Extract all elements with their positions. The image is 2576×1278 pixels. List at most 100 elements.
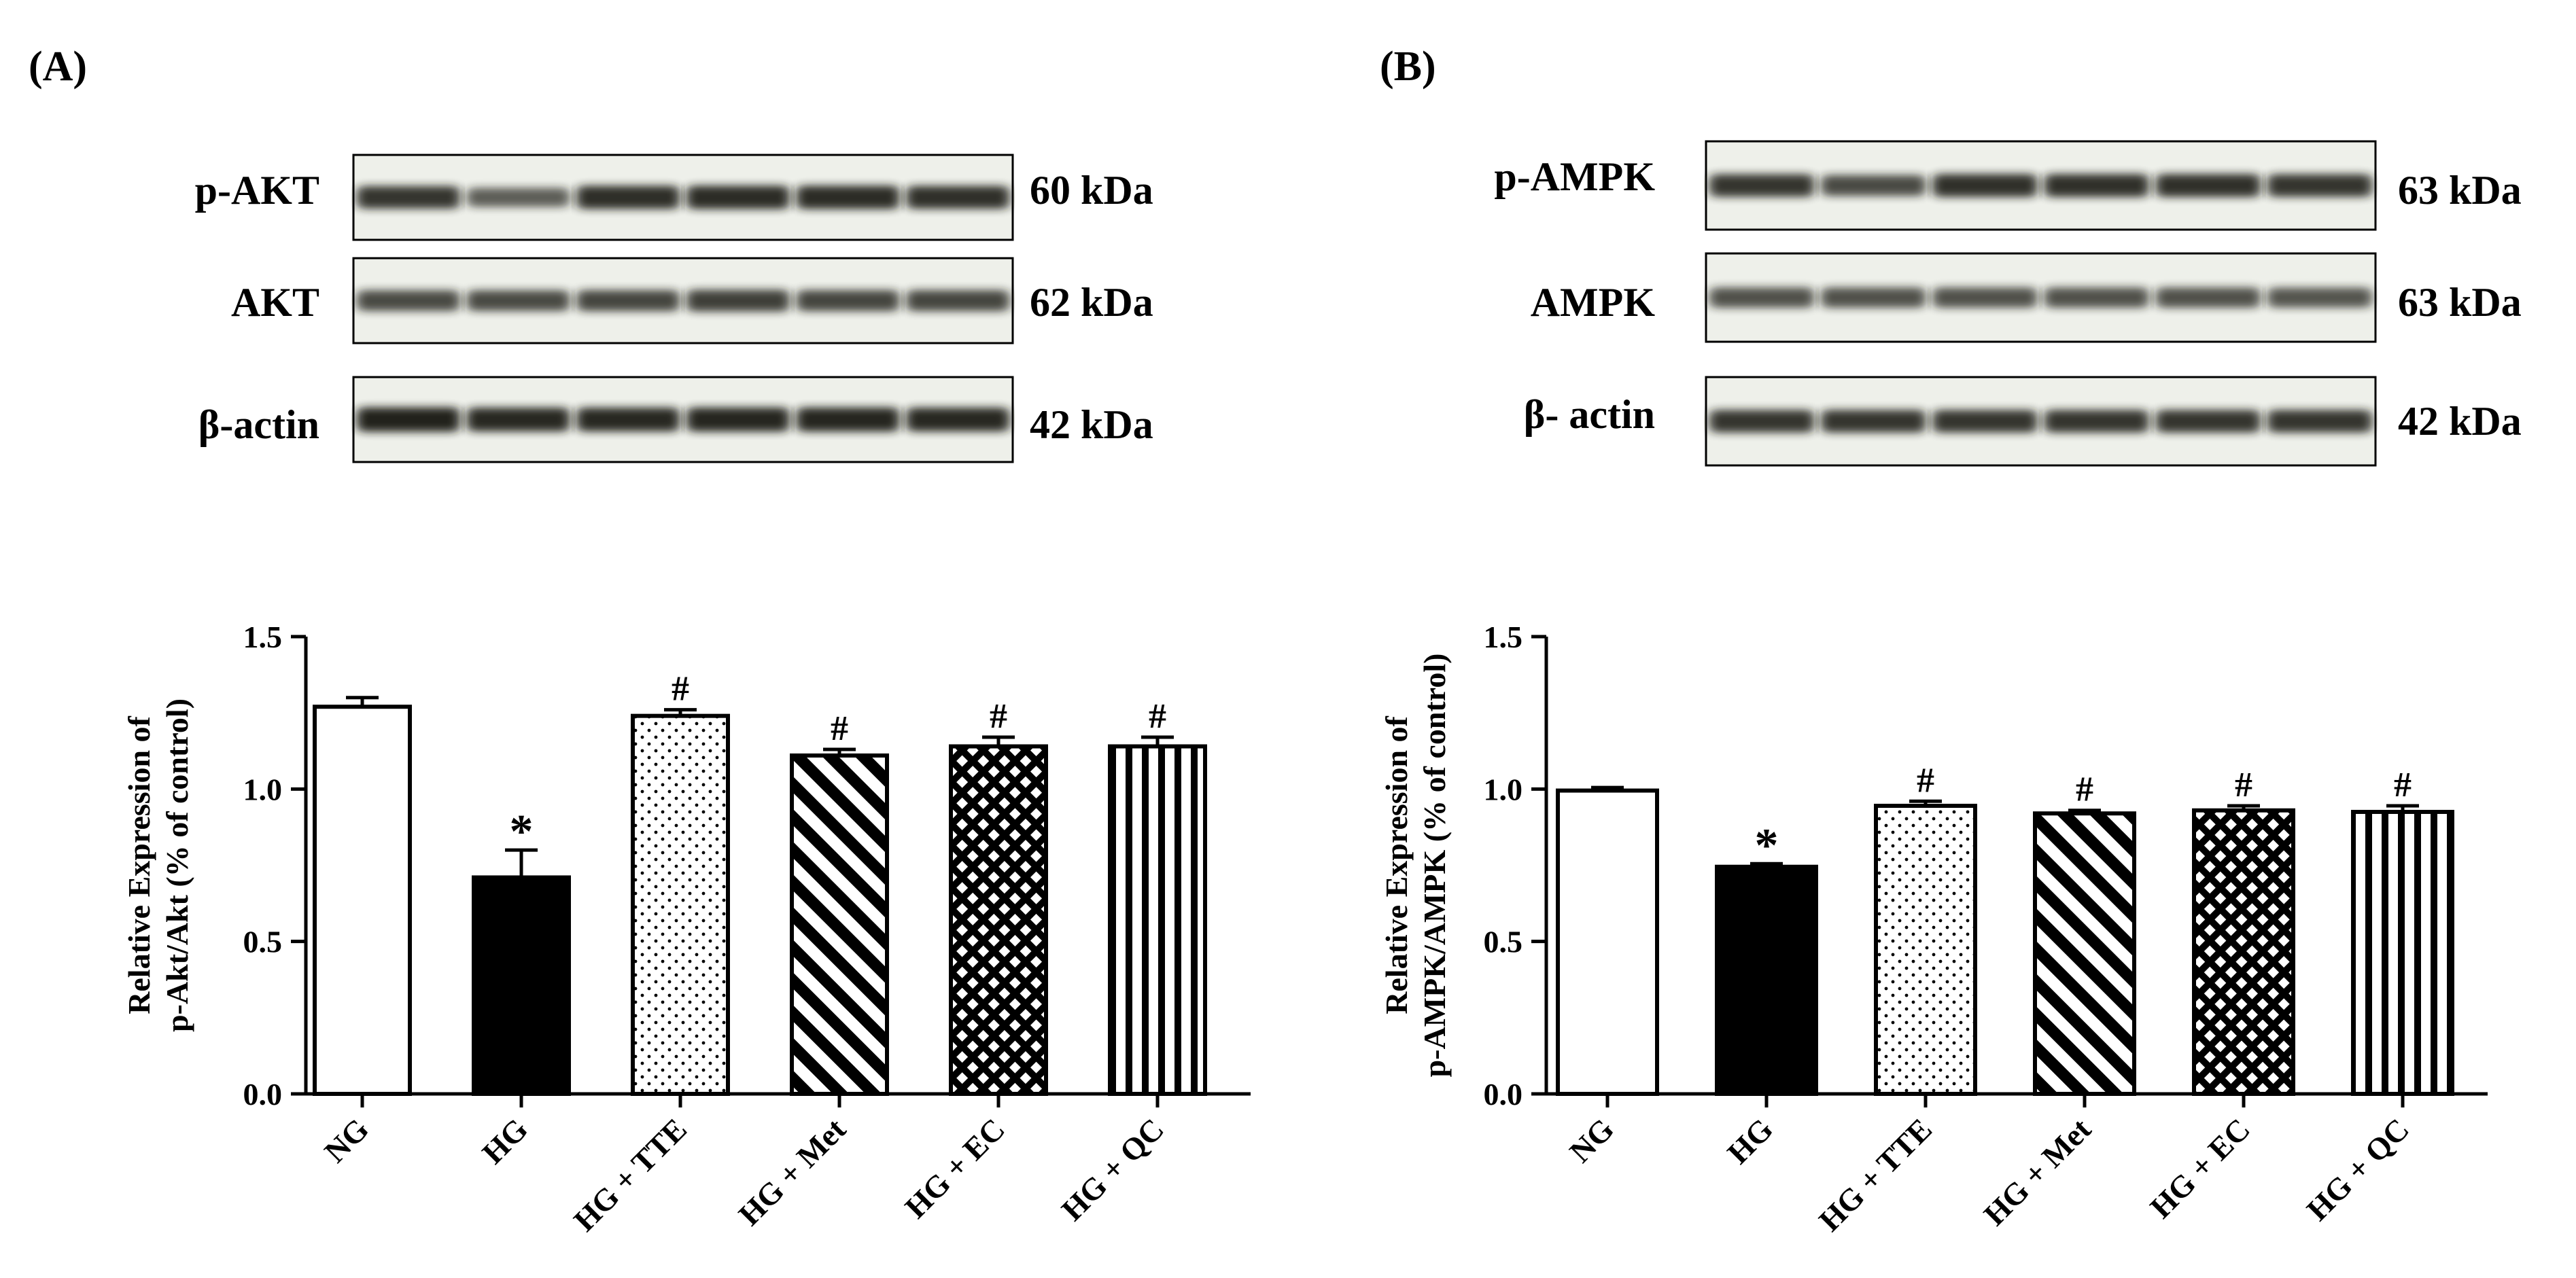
blot-b-size-3: 42 kDa [2398,399,2522,444]
blot-band [686,289,790,312]
significance-marker: # [990,697,1007,736]
blot-a-size-3: 42 kDa [1030,402,1153,447]
blot-a-protein-1: p-AKT [195,168,319,213]
significance-marker: # [831,709,848,748]
x-tick-label: HG [475,1112,534,1171]
blot-strip-b-2 [1705,252,2377,343]
bar-hg-tte [631,713,730,1096]
y-tick-label: 0.5 [243,925,283,959]
blot-a-size-1: 60 kDa [1030,168,1153,213]
y-tick-label: 0.0 [243,1077,283,1112]
blot-band [576,407,680,432]
x-tick-label: HG + QC [1055,1112,1170,1227]
blot-band [2155,410,2261,433]
blot-b-protein-3: β- actin [1524,392,1655,437]
y-tick-label: 1.5 [243,620,283,654]
blot-band [466,188,570,207]
y-tick-label: 1.0 [1484,772,1523,806]
blot-strip-a-3 [352,376,1014,463]
bar-ng [313,705,412,1096]
blot-band [1932,287,2038,308]
x-tick-label: HG + EC [2143,1112,2257,1225]
x-tick-label: HG + QC [2300,1112,2416,1227]
bar-hg-ec [2192,808,2295,1096]
significance-marker: # [1149,697,1166,736]
significance-marker: * [1755,819,1779,872]
y-tick-label: 0.0 [1484,1077,1523,1112]
blot-band [1821,287,1926,308]
blot-a-protein-2: AKT [231,280,319,325]
x-tick-label: HG + Met [1977,1112,2098,1232]
blot-band [2267,410,2373,433]
bar-chart-a: 0.0 0.5 1.0 1.5 Relative Expression of p-Akt/… [122,620,1251,1238]
blot-band [686,185,790,209]
blot-b-protein-1: p-AMPK [1494,154,1655,199]
bar-chart-b: 0.0 0.5 1.0 1.5 Relative Expression of p-AMPK… [1379,620,2488,1238]
blot-band [576,290,680,311]
significance-marker: # [1917,761,1934,800]
y-axis-label-line2: p-AMPK/AMPK (% of control) [1417,654,1452,1078]
blot-band [1709,174,1815,197]
significance-marker: # [672,670,689,709]
blot-band [1932,174,2038,197]
blot-a-size-2: 62 kDa [1030,280,1153,325]
bar-ng [1556,788,1659,1096]
bar-hg-qc [1108,744,1207,1097]
blot-band [796,290,900,311]
y-axis-label-line1: Relative Expression of [1379,715,1414,1014]
bar-hg-tte [1874,804,1977,1096]
blot-band [1932,410,2038,433]
panel-label-b: (B) [1380,43,1436,90]
blot-strip-b-1 [1705,140,2377,231]
y-axis-label-line2: p-Akt/Akt (% of control) [160,698,194,1032]
blot-band [906,290,1010,311]
bar-hg-met [2033,811,2136,1097]
x-tick-label: HG + TTE [567,1112,693,1238]
blot-band [1821,410,1926,433]
y-axis-label-line1: Relative Expression of [122,715,156,1014]
blot-b-protein-2: AMPK [1531,280,1656,325]
blot-band [686,407,790,432]
blot-b-size-1: 63 kDa [2398,168,2522,213]
bar-hg-ec [949,744,1048,1097]
blot-strip-a-2 [352,257,1014,344]
blot-band [2044,410,2149,433]
blot-band [466,407,570,432]
bar-hg [1715,864,1818,1096]
blot-band [356,185,460,209]
blot-band [1709,287,1815,308]
y-tick-label: 0.5 [1484,925,1523,959]
significance-marker: # [2076,770,2093,809]
blot-band [796,407,900,432]
blot-band [2267,174,2373,197]
blot-band [906,407,1010,432]
blot-band [576,185,680,209]
significance-marker: # [2235,766,2252,804]
x-tick-label: HG + TTE [1812,1112,1938,1238]
blot-b-size-2: 63 kDa [2398,280,2522,325]
x-tick-label: HG + EC [898,1112,1011,1225]
blot-band [796,185,900,209]
x-tick-label: HG [1720,1112,1779,1171]
significance-marker: * [510,806,534,858]
blot-band [2155,174,2261,197]
blot-band [1709,410,1815,433]
y-tick-label: 1.5 [1484,620,1523,654]
blot-band [356,407,460,432]
blot-band [2155,287,2261,308]
blot-strip-a-1 [352,154,1014,241]
blot-band [2267,287,2373,308]
blot-band [2044,174,2149,197]
panel-label-a: (A) [29,43,87,90]
blot-strip-b-3 [1705,376,2377,467]
y-tick-label: 1.0 [243,772,283,806]
bar-hg-qc [2351,809,2454,1096]
x-tick-label: HG + Met [732,1112,853,1232]
bar-hg [472,875,571,1096]
blot-band [906,185,1010,209]
blot-band [466,290,570,311]
western-blots [352,140,2377,467]
bar-hg-met [790,753,889,1096]
